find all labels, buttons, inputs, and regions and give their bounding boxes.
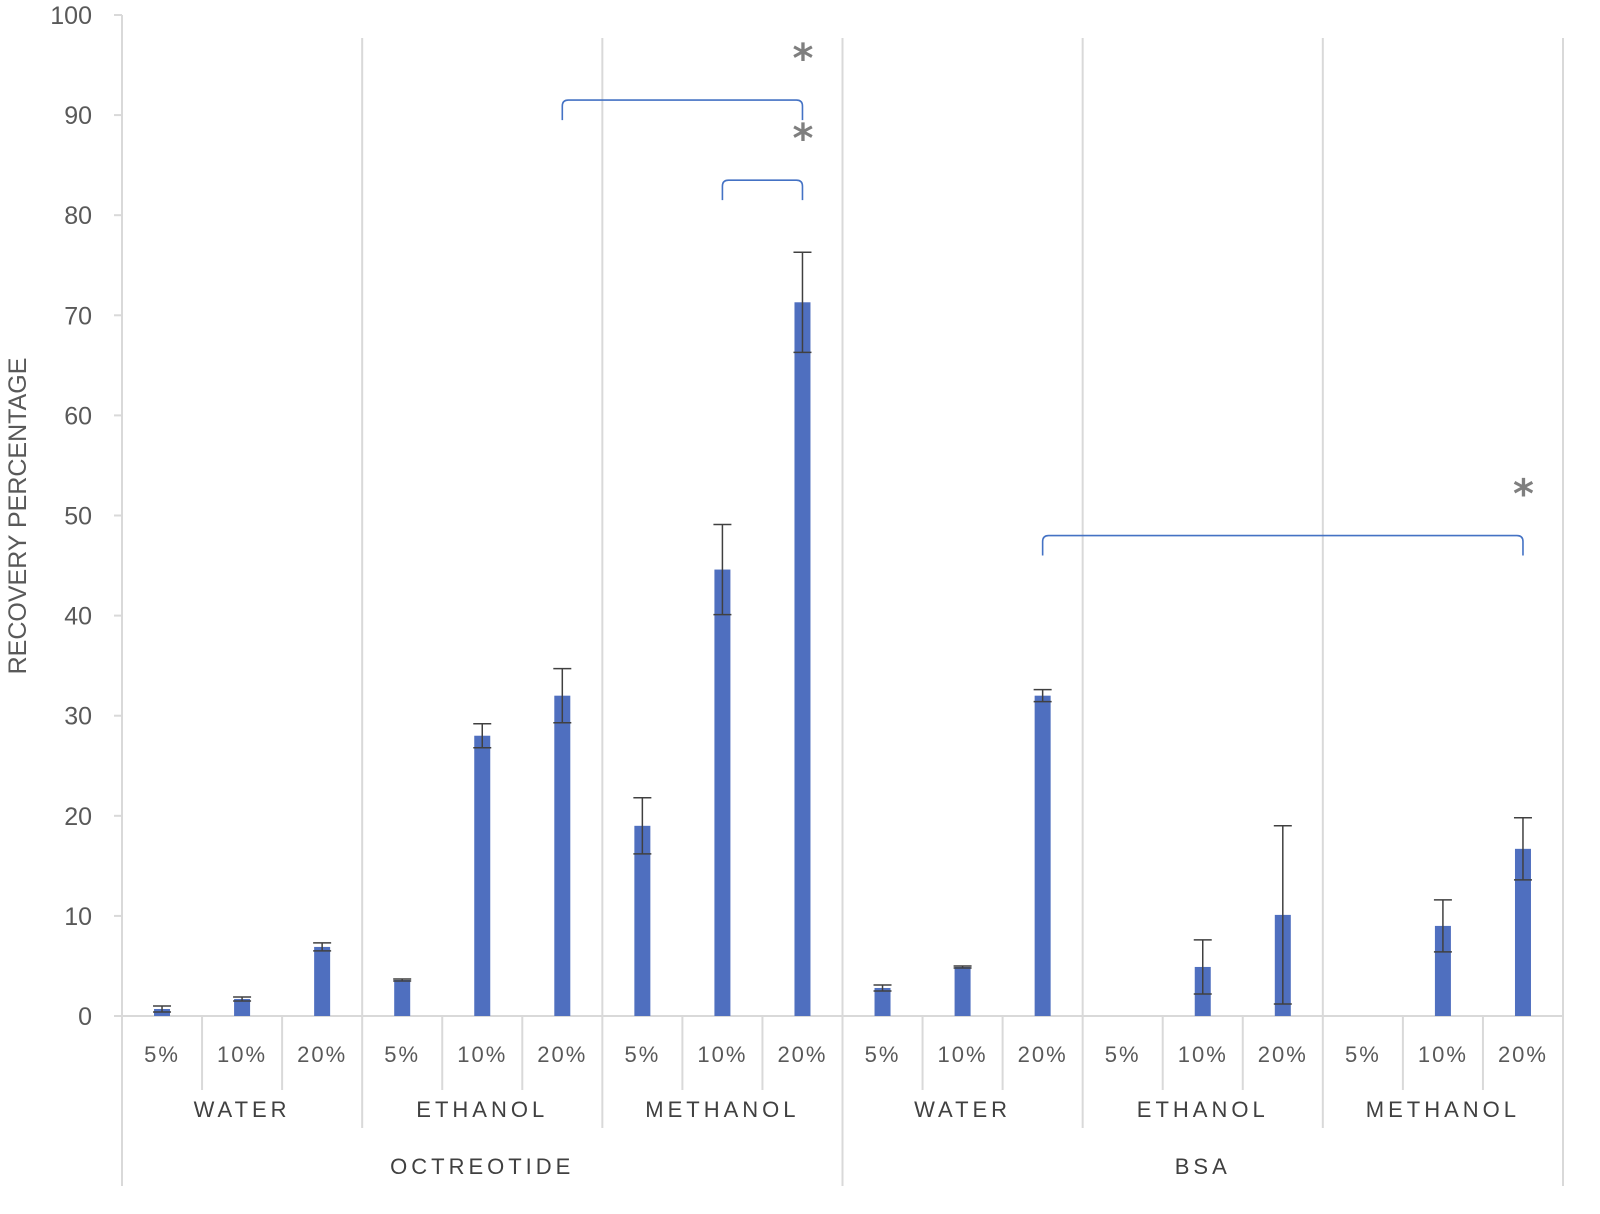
x-tick-label: 10% — [1178, 1042, 1228, 1067]
significance-star: * — [792, 116, 813, 162]
y-tick-label: 20 — [64, 803, 92, 831]
x-tick-label: 20% — [1018, 1042, 1068, 1067]
bar — [234, 998, 251, 1016]
solvent-label: ETHANOL — [1137, 1097, 1269, 1122]
y-axis-title: RECOVERY PERCENTAGE — [4, 358, 32, 675]
significance-bracket — [721, 179, 804, 201]
x-tick-label: 5% — [144, 1042, 180, 1067]
bars — [154, 302, 1531, 1016]
bar — [714, 569, 731, 1016]
solvent-label: METHANOL — [645, 1097, 799, 1122]
solvent-label: WATER — [194, 1097, 291, 1122]
bar — [314, 946, 331, 1016]
solvent-label: WATER — [914, 1097, 1011, 1122]
bar — [1514, 848, 1531, 1016]
group-label: BSA — [1175, 1154, 1231, 1179]
x-tick-label: 10% — [938, 1042, 988, 1067]
x-tick-label: 5% — [865, 1042, 901, 1067]
significance-brackets: * * * — [561, 36, 1534, 556]
y-tick-label: 90 — [64, 102, 92, 130]
bar — [1434, 925, 1451, 1016]
bar — [954, 966, 971, 1016]
solvent-label: METHANOL — [1366, 1097, 1520, 1122]
y-tick-label: 50 — [64, 503, 92, 531]
y-tick-label: 10 — [64, 903, 92, 931]
x-tick-label: 5% — [1345, 1042, 1381, 1067]
bar — [474, 735, 491, 1016]
x-tick-label: 20% — [777, 1042, 827, 1067]
solvent-label: ETHANOL — [416, 1097, 548, 1122]
significance-star: * — [1513, 472, 1534, 518]
error-bars — [153, 251, 1532, 1013]
x-tick-label: 20% — [537, 1042, 587, 1067]
significance-bracket — [1041, 534, 1524, 556]
x-tick-label: 20% — [297, 1042, 347, 1067]
bar — [1034, 695, 1051, 1016]
y-tick-label: 30 — [64, 703, 92, 731]
significance-star: * — [792, 36, 813, 82]
x-tick-label: 5% — [1105, 1042, 1141, 1067]
group-label: OCTREOTIDE — [390, 1154, 574, 1179]
significance-bracket — [561, 99, 804, 121]
x-tick-label: 10% — [217, 1042, 267, 1067]
bar — [874, 987, 891, 1016]
bar — [394, 979, 411, 1016]
y-tick-label: 80 — [64, 202, 92, 230]
y-tick-label: 60 — [64, 402, 92, 430]
x-tick-label: 10% — [457, 1042, 507, 1067]
axes — [114, 14, 1564, 1186]
bar — [794, 302, 811, 1016]
labels: 0 10 20 30 40 50 60 70 80 90 100 5% 10% 20% 5% 10% 20% 5%… — [50, 2, 1548, 1179]
gridlines — [361, 38, 1564, 1016]
bar — [634, 825, 651, 1016]
y-tick-label: 0 — [78, 1003, 92, 1031]
x-tick-label: 20% — [1258, 1042, 1308, 1067]
x-tick-label: 10% — [697, 1042, 747, 1067]
bar — [554, 695, 571, 1016]
x-tick-label: 5% — [384, 1042, 420, 1067]
y-tick-label: 70 — [64, 302, 92, 330]
y-tick-label: 40 — [64, 603, 92, 631]
x-tick-label: 5% — [624, 1042, 660, 1067]
y-tick-label: 100 — [50, 2, 92, 30]
x-tick-label: 20% — [1498, 1042, 1548, 1067]
x-tick-label: 10% — [1418, 1042, 1468, 1067]
